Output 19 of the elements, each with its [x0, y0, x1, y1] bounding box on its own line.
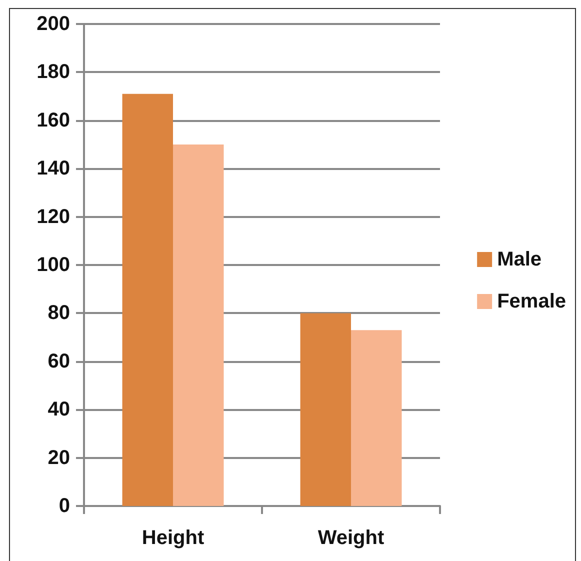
y-tick-label: 100 — [36, 254, 70, 276]
y-tick-label: 40 — [48, 398, 70, 421]
y-tick-label: 120 — [36, 206, 70, 228]
y-tick-label: 80 — [48, 302, 70, 324]
bar — [122, 94, 173, 506]
y-tick-label: 180 — [36, 61, 70, 84]
x-tick-label: Height — [142, 527, 204, 549]
y-tick-label: 60 — [48, 350, 70, 372]
bar — [300, 313, 351, 506]
y-tick-label: 160 — [36, 109, 70, 132]
x-tick-label: Weight — [318, 527, 384, 549]
y-tick-label: 140 — [36, 158, 70, 180]
bar — [173, 144, 224, 506]
legend-label: Male — [497, 248, 542, 270]
bar — [351, 330, 402, 506]
y-tick-label: 0 — [58, 495, 70, 517]
legend-label: Female — [497, 290, 566, 312]
y-tick-label: 20 — [48, 446, 70, 469]
y-tick-label: 200 — [36, 13, 70, 35]
